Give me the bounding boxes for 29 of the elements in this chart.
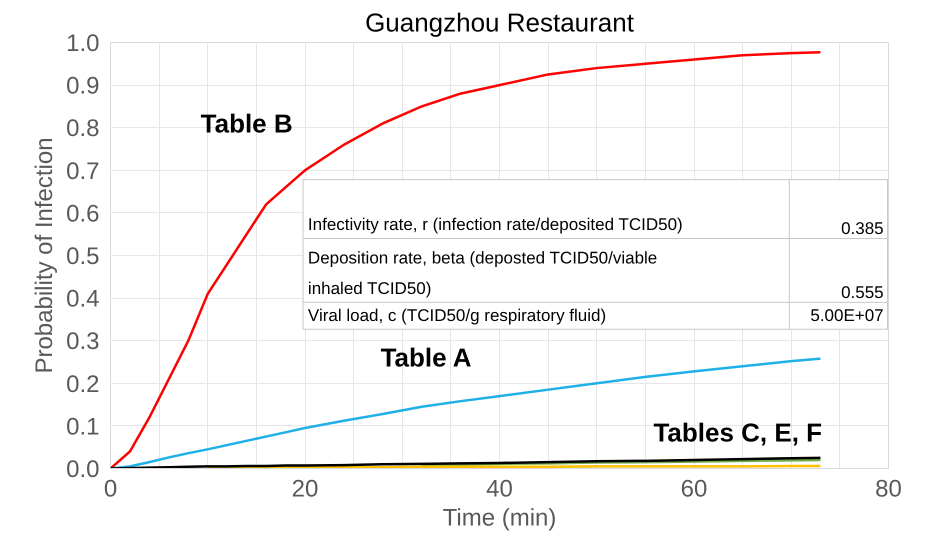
- y-tick-label: 0.6: [66, 200, 100, 228]
- annotation: Deposition rate, beta (deposted TCID50/viable inhaled TCID50): [308, 248, 658, 298]
- y-tick-label: 0.5: [66, 243, 100, 270]
- x-tick-label: 20: [292, 476, 318, 502]
- annotation: Infectivity rate, r (infection rate/deposited TCID50): [308, 215, 683, 234]
- y-tick-label: 0.2: [66, 370, 100, 398]
- y-tick-label: 0.3: [66, 328, 100, 356]
- annotation: Table B: [200, 108, 293, 138]
- x-tick-label: 0: [104, 476, 118, 502]
- y-tick-label: 0.8: [66, 115, 100, 142]
- y-tick-label: 0.4: [66, 286, 100, 313]
- annotation: 0.555: [841, 283, 884, 302]
- annotation: Table A: [380, 342, 472, 373]
- x-axis-title: Time (min): [442, 504, 556, 532]
- y-axis-title: Probability of Infection: [31, 137, 58, 374]
- annotation: 0.385: [841, 219, 884, 238]
- annotation: Tables C, E, F: [653, 417, 822, 448]
- y-tick-label: 0.9: [66, 72, 100, 100]
- annotation: 5.00E+07: [810, 306, 884, 325]
- line-series: [110, 456, 822, 468]
- chart-title: Guangzhou Restaurant: [365, 8, 635, 38]
- x-tick-label: 80: [875, 476, 902, 502]
- y-tick-label: 0.7: [66, 158, 100, 185]
- y-tick-label: 0.0: [66, 456, 100, 483]
- annotation: Viral load, c (TCID50/g respiratory fluid): [308, 306, 606, 325]
- x-tick-label: 40: [486, 476, 513, 502]
- y-tick-label: 1.0: [66, 30, 100, 57]
- y-tick-label: 0.1: [66, 413, 100, 440]
- x-tick-label: 60: [680, 476, 708, 502]
